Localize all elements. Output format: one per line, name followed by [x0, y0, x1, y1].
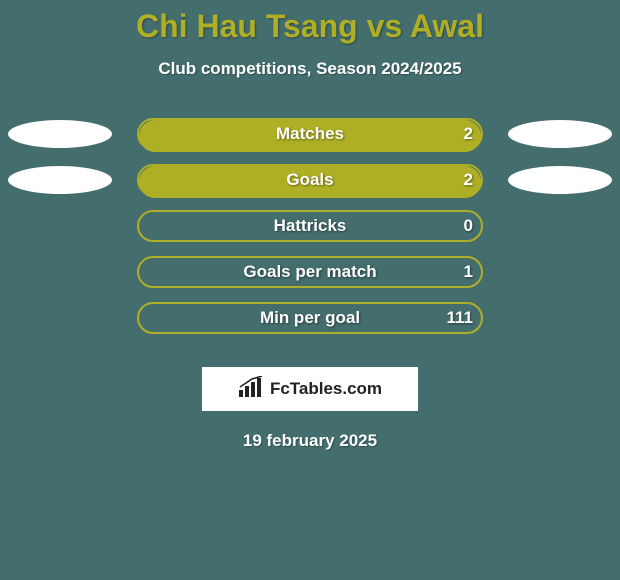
- brand-badge[interactable]: FcTables.com: [202, 367, 418, 411]
- metric-rows: Matches2Goals2Hattricks0Goals per match1…: [0, 111, 620, 341]
- metric-row: Goals2: [0, 157, 620, 203]
- metric-value-right: 111: [447, 302, 474, 334]
- metric-bar-track: [137, 164, 483, 196]
- player-marker-right: [508, 120, 612, 148]
- metric-value-right: 2: [464, 118, 473, 150]
- metric-bar-track: [137, 256, 483, 288]
- page-subtitle: Club competitions, Season 2024/2025: [0, 59, 620, 79]
- metric-bar-fill-right: [139, 166, 481, 198]
- brand-label: FcTables.com: [270, 379, 382, 399]
- player-marker-left: [8, 166, 112, 194]
- player-marker-right: [508, 166, 612, 194]
- brand-chart-icon: [238, 376, 264, 403]
- metric-row: Hattricks0: [0, 203, 620, 249]
- metric-value-right: 0: [464, 210, 473, 242]
- comparison-card: Chi Hau Tsang vs Awal Club competitions,…: [0, 0, 620, 580]
- metric-value-right: 1: [464, 256, 473, 288]
- metric-bar-track: [137, 118, 483, 150]
- date-text: 19 february 2025: [0, 431, 620, 451]
- metric-value-right: 2: [464, 164, 473, 196]
- page-title: Chi Hau Tsang vs Awal: [0, 0, 620, 45]
- player-marker-left: [8, 120, 112, 148]
- metric-bar-fill-right: [139, 120, 481, 152]
- metric-row: Matches2: [0, 111, 620, 157]
- metric-bar-track: [137, 302, 483, 334]
- metric-bar-track: [137, 210, 483, 242]
- metric-row: Goals per match1: [0, 249, 620, 295]
- metric-row: Min per goal111: [0, 295, 620, 341]
